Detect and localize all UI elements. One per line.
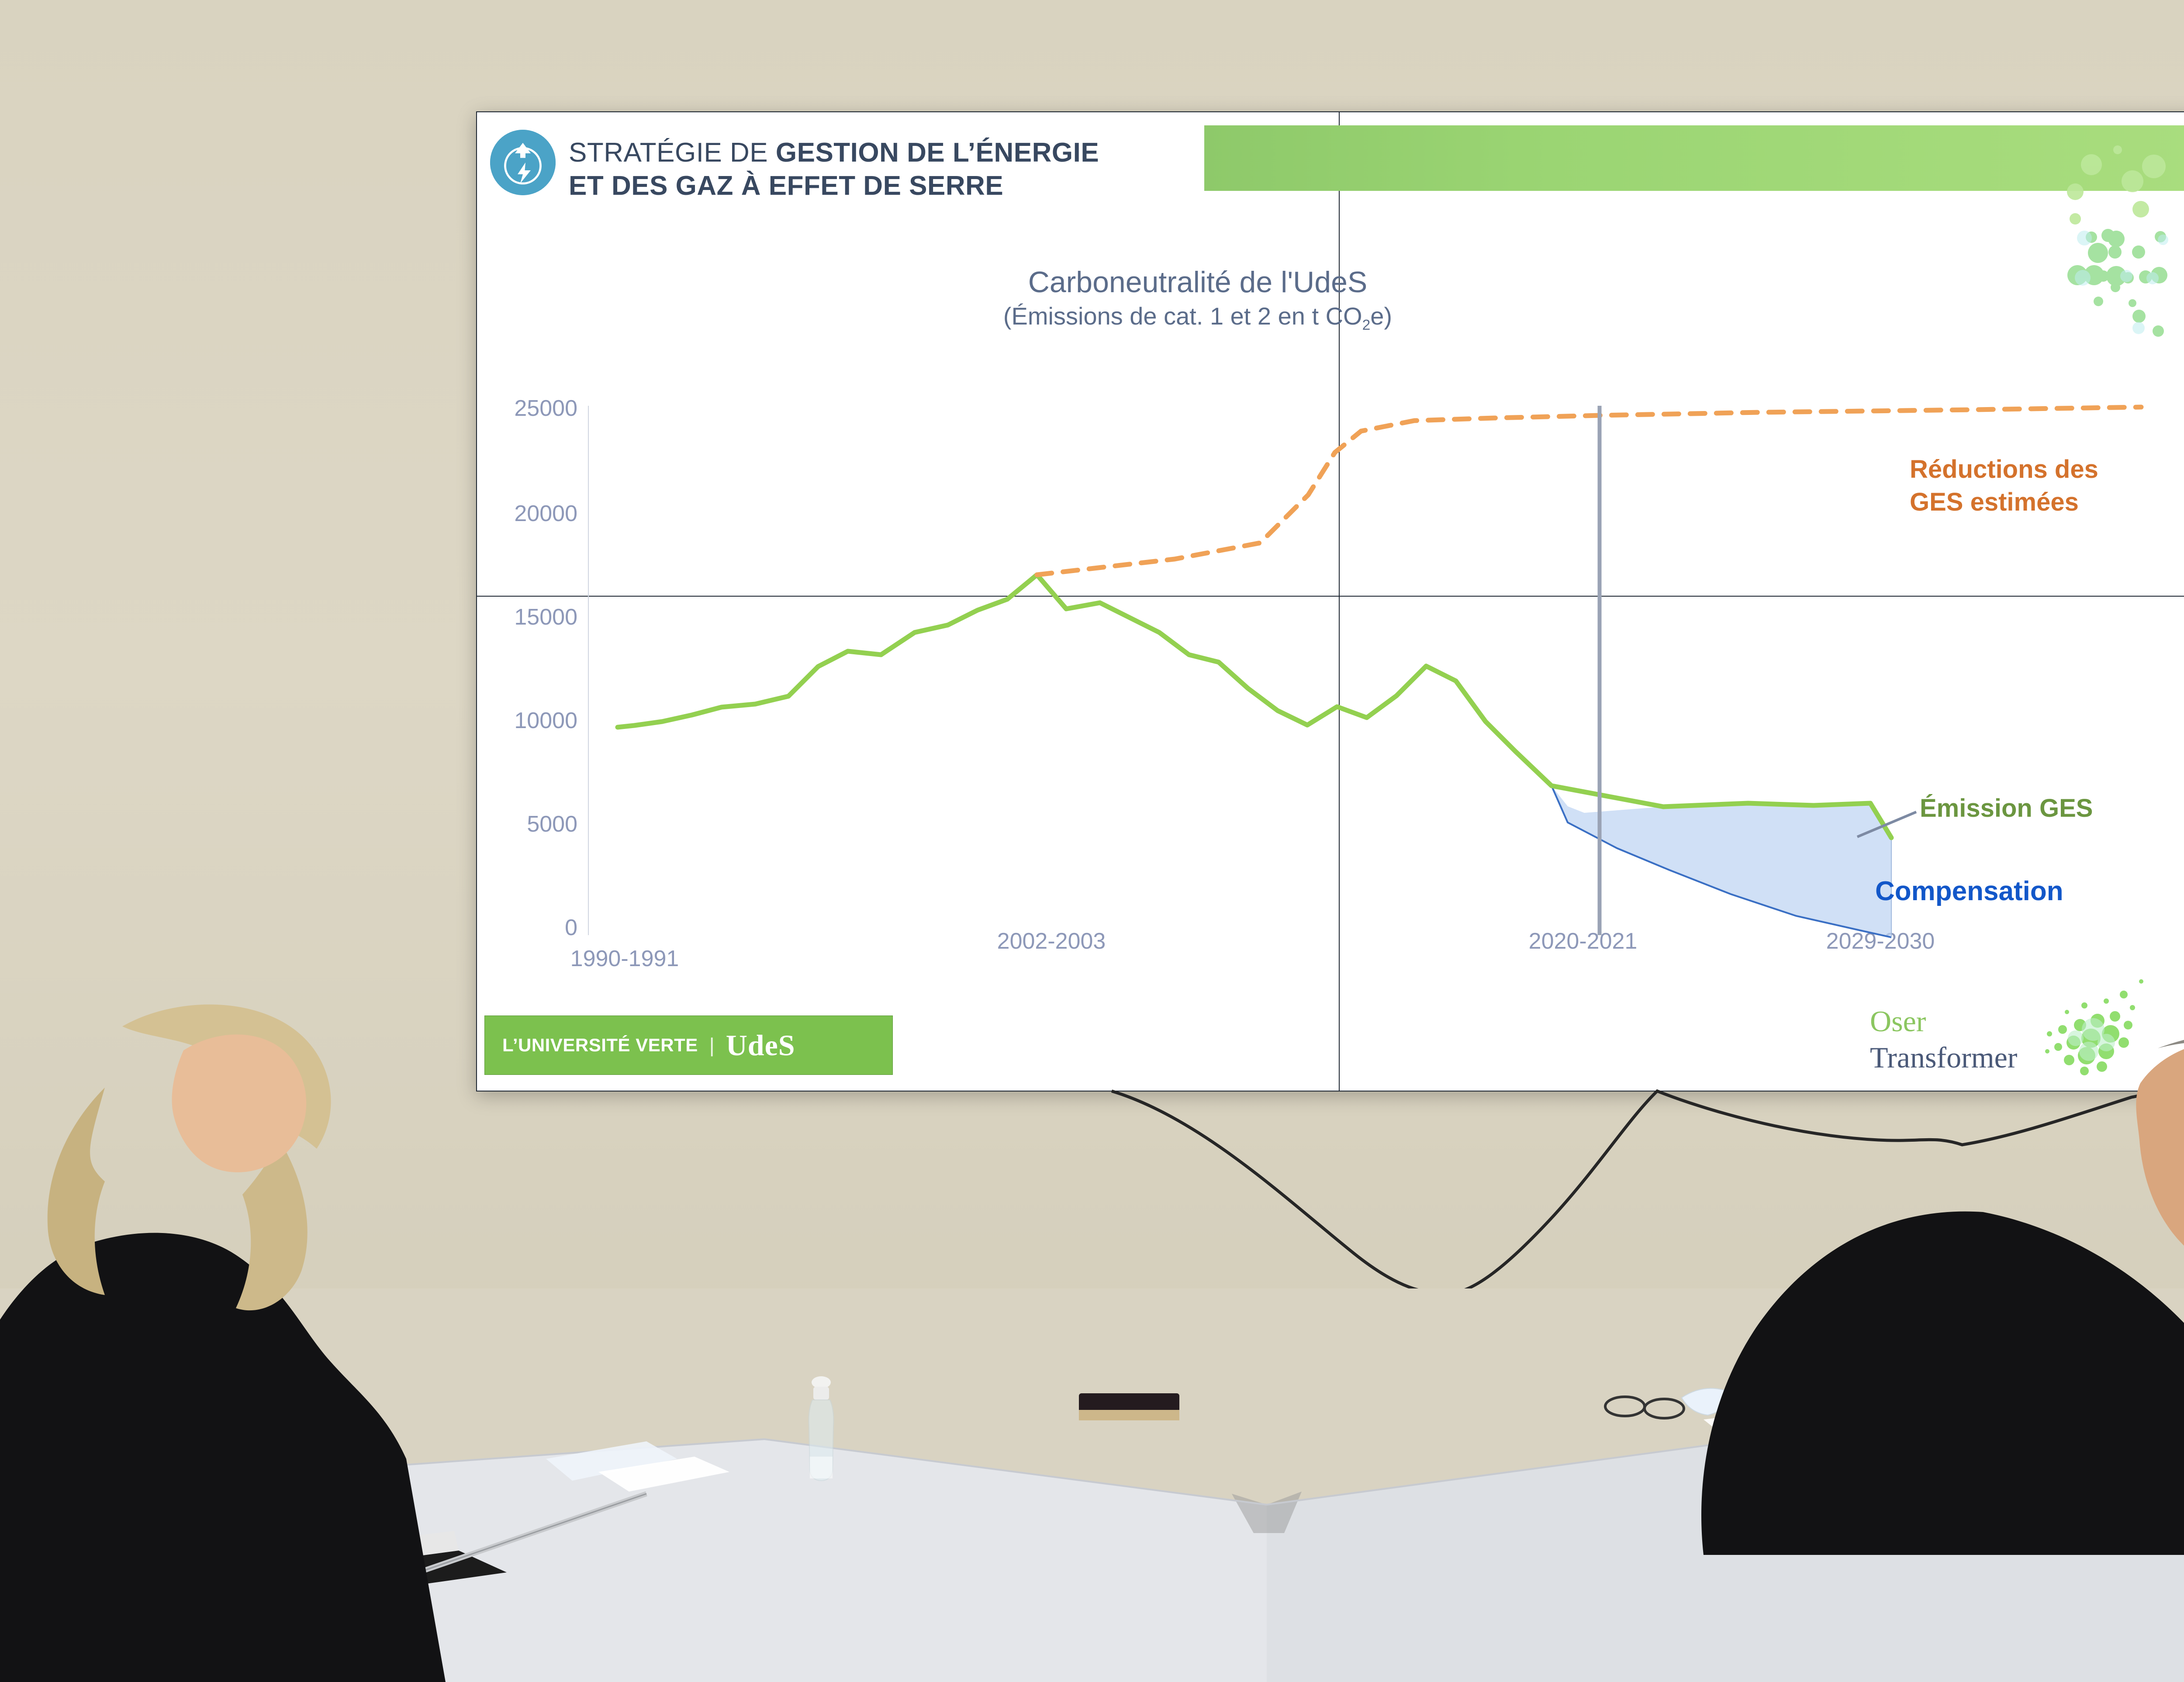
svg-text:20000: 20000 [514,501,577,526]
svg-text:2020-2021: 2020-2021 [1529,929,1638,954]
svg-text:5000: 5000 [527,812,577,837]
svg-text:2002-2003: 2002-2003 [997,929,1106,954]
svg-text:25000: 25000 [514,396,577,421]
svg-text:15000: 15000 [514,604,577,630]
svg-text:10000: 10000 [514,708,577,733]
svg-text:1990-1991: 1990-1991 [570,946,679,971]
svg-text:0: 0 [565,915,577,940]
